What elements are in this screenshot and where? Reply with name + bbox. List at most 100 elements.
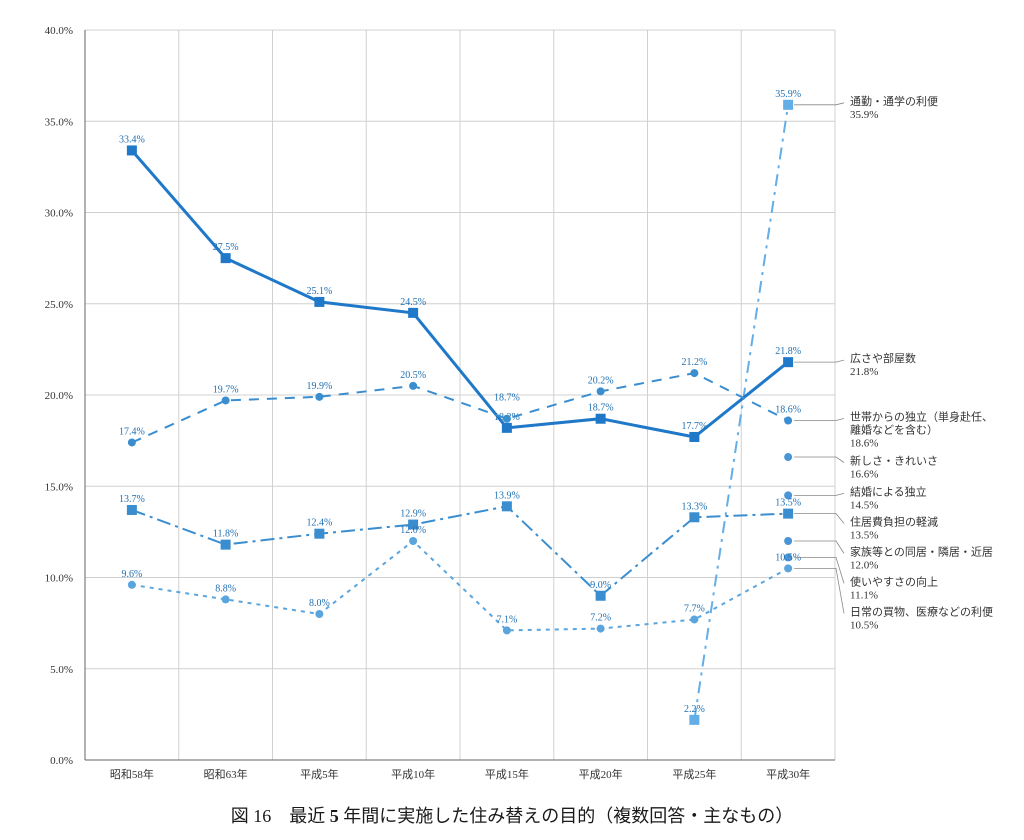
series-marker-size [502, 423, 512, 433]
legend-label-newness: 新しさ・きれいさ [850, 454, 938, 468]
chart-caption: 図 16 最近 5 年間に実施した住み替えの目的（複数回答・主なもの） [231, 806, 794, 826]
point-label: 7.2% [590, 613, 611, 624]
point-label: 13.3% [681, 501, 707, 512]
legend-label-family: 家族等との同居・隣居・近居 [850, 544, 993, 558]
point-label: 18.7% [588, 403, 614, 414]
legend-value-cost: 13.5% [850, 529, 878, 541]
series-marker-commute [689, 715, 699, 725]
legend-value-marriage: 14.5% [850, 499, 878, 511]
series-marker-shopping [784, 564, 792, 572]
series-marker-shopping [503, 626, 511, 634]
point-label: 17.4% [119, 426, 145, 437]
series-marker-cost [127, 505, 137, 515]
x-tick-label: 平成15年 [485, 767, 529, 781]
series-marker-shopping [597, 625, 605, 633]
point-label: 19.9% [306, 381, 332, 392]
series-marker-size [596, 414, 606, 424]
legend-label-marriage: 結婚による独立 [850, 484, 927, 498]
series-marker-independence [315, 393, 323, 401]
x-tick-label: 平成20年 [579, 767, 623, 781]
point-label: 24.5% [400, 297, 426, 308]
y-tick-label: 40.0% [45, 25, 73, 37]
point-label: 12.9% [400, 509, 426, 520]
legend-label-cost: 住居費負担の軽減 [850, 514, 938, 528]
series-marker-family [784, 537, 792, 545]
series-marker-cost [502, 501, 512, 511]
point-label: 20.2% [588, 375, 614, 386]
y-tick-label: 20.0% [45, 390, 73, 402]
point-label: 19.7% [213, 384, 239, 395]
point-label: 20.5% [400, 370, 426, 381]
series-marker-independence [690, 369, 698, 377]
y-tick-label: 10.0% [45, 573, 73, 585]
point-label: 10.5% [775, 552, 801, 563]
x-tick-label: 昭和63年 [204, 767, 248, 781]
x-tick-label: 平成10年 [391, 767, 435, 781]
y-tick-label: 5.0% [50, 664, 73, 676]
point-label: 2.2% [684, 704, 705, 715]
x-tick-label: 平成30年 [766, 767, 810, 781]
legend-value-size: 21.8% [850, 366, 878, 378]
y-tick-label: 30.0% [45, 208, 73, 220]
point-label: 35.9% [775, 89, 801, 100]
point-label: 12.4% [306, 518, 332, 529]
point-label: 25.1% [306, 286, 332, 297]
line-chart: 0.0%5.0%10.0%15.0%20.0%25.0%30.0%35.0%40… [0, 0, 1024, 840]
legend-value-family: 12.0% [850, 559, 878, 571]
y-tick-label: 0.0% [50, 755, 73, 767]
point-label: 7.1% [496, 614, 517, 625]
point-label: 9.6% [121, 569, 142, 580]
series-marker-shopping [222, 595, 230, 603]
x-tick-label: 平成5年 [300, 767, 339, 781]
series-marker-independence [503, 415, 511, 423]
chart-container: 0.0%5.0%10.0%15.0%20.0%25.0%30.0%35.0%40… [0, 0, 1024, 840]
series-marker-commute [783, 100, 793, 110]
legend-label-shopping: 日常の買物、医療などの利便 [850, 604, 993, 618]
point-label: 33.4% [119, 134, 145, 145]
point-label: 13.7% [119, 494, 145, 505]
series-marker-shopping [690, 615, 698, 623]
series-marker-independence [128, 438, 136, 446]
series-marker-size [221, 253, 231, 263]
legend-label-commute: 通勤・通学の利便 [850, 94, 938, 108]
series-marker-cost [221, 540, 231, 550]
x-tick-label: 昭和58年 [110, 767, 154, 781]
series-marker-shopping [409, 537, 417, 545]
point-label: 8.0% [309, 598, 330, 609]
series-marker-size [314, 297, 324, 307]
point-label: 12.0% [400, 525, 426, 536]
point-label: 21.2% [681, 357, 707, 368]
point-label: 8.8% [215, 583, 236, 594]
series-marker-independence [784, 417, 792, 425]
point-label: 18.6% [775, 405, 801, 416]
series-marker-size [408, 308, 418, 318]
y-tick-label: 15.0% [45, 481, 73, 493]
series-marker-independence [597, 387, 605, 395]
legend-value-usability: 11.1% [850, 589, 878, 601]
point-label: 21.8% [775, 346, 801, 357]
series-marker-cost [596, 591, 606, 601]
legend-value-commute: 35.9% [850, 109, 878, 121]
legend-label-usability: 使いやすさの向上 [850, 574, 938, 588]
point-label: 13.5% [775, 498, 801, 509]
legend-label-independence: 離婚などを含む） [850, 423, 938, 437]
series-marker-independence [222, 396, 230, 404]
series-marker-size [783, 357, 793, 367]
series-marker-shopping [315, 610, 323, 618]
legend-label-independence: 世帯からの独立（単身赴任、 [850, 410, 993, 424]
series-marker-newness [784, 453, 792, 461]
series-marker-size [127, 145, 137, 155]
series-marker-cost [783, 509, 793, 519]
point-label: 11.8% [213, 529, 238, 540]
x-tick-label: 平成25年 [672, 767, 716, 781]
y-tick-label: 35.0% [45, 116, 73, 128]
series-marker-shopping [128, 581, 136, 589]
point-label: 17.7% [681, 421, 707, 432]
series-marker-independence [409, 382, 417, 390]
legend-label-size: 広さや部屋数 [850, 351, 916, 365]
series-marker-size [689, 432, 699, 442]
point-label: 9.0% [590, 580, 611, 591]
legend-value-shopping: 10.5% [850, 619, 878, 631]
point-label: 27.5% [213, 242, 239, 253]
series-marker-cost [689, 512, 699, 522]
